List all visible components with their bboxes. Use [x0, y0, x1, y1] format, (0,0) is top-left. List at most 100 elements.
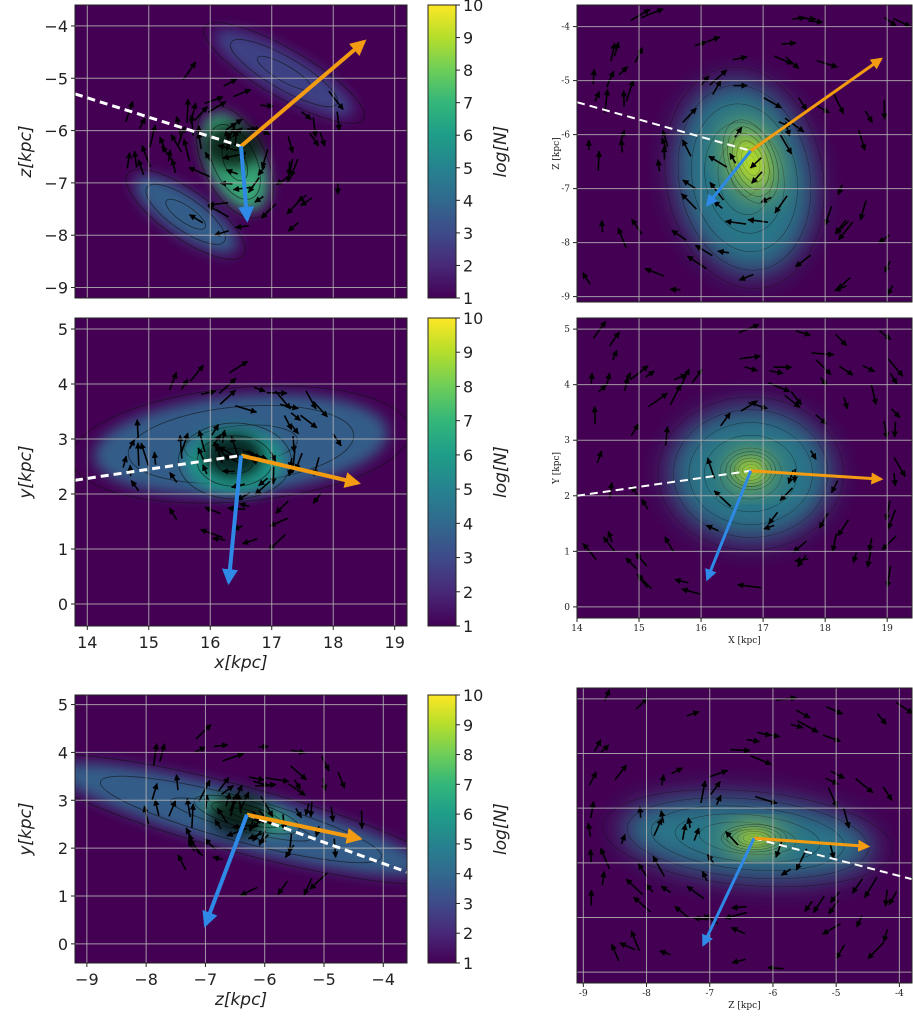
velocity-arrow [795, 330, 812, 337]
velocity-arrow [749, 157, 762, 169]
principal-axis-arrow-orange [749, 57, 883, 153]
velocity-arrow [887, 509, 897, 530]
velocity-arrow [218, 377, 237, 394]
velocity-arrow [641, 498, 649, 510]
velocity-arrow [821, 923, 841, 935]
velocity-arrow [738, 273, 754, 281]
trend-line [753, 837, 912, 881]
velocity-arrow [592, 320, 607, 339]
velocity-arrow [876, 713, 887, 725]
y-tick-label: 4 [58, 743, 68, 762]
velocity-arrow [153, 799, 160, 816]
velocity-arrow [309, 132, 320, 147]
y-tick-label: −9 [44, 279, 68, 298]
contour-line [229, 38, 339, 108]
density-region [214, 29, 355, 117]
velocity-arrow [290, 424, 299, 435]
velocity-arrow [734, 126, 743, 138]
velocity-arrow [213, 229, 229, 237]
contour-line [657, 396, 844, 551]
velocity-arrow [588, 372, 595, 384]
velocity-arrow [842, 396, 849, 410]
velocity-arrow [865, 550, 872, 568]
colorbar-tick-label: 2 [463, 924, 473, 943]
velocity-arrow [184, 98, 191, 123]
velocity-arrow [769, 369, 784, 376]
plot-frame [74, 317, 408, 627]
velocity-arrow [686, 817, 693, 828]
velocity-arrow [864, 110, 874, 123]
velocity-arrow [839, 365, 854, 376]
velocity-arrow [247, 177, 260, 194]
velocity-arrow [681, 823, 688, 840]
colorbar-tick-label: 3 [463, 224, 473, 243]
contour-line [725, 451, 776, 491]
trend-line [75, 92, 242, 148]
trend-line [577, 101, 751, 152]
velocity-arrow [637, 863, 648, 878]
velocity-arrow [763, 524, 775, 531]
x-axis-label: X [kpc] [728, 636, 761, 646]
x-tick-label: 18 [323, 633, 343, 652]
velocity-arrow [693, 827, 700, 841]
velocity-arrow [837, 184, 844, 196]
velocity-arrow [337, 771, 346, 789]
velocity-arrow [891, 472, 898, 487]
colorbar-label: log[N] [491, 126, 511, 178]
principal-axis-arrow-blue [202, 813, 249, 928]
velocity-arrow [168, 371, 178, 391]
velocity-arrow [287, 221, 299, 232]
velocity-arrow [132, 150, 139, 168]
velocity-arrow [635, 697, 649, 710]
velocity-arrow [630, 423, 640, 437]
velocity-arrow [625, 79, 635, 103]
velocity-arrow [729, 152, 737, 164]
contour-line [677, 85, 812, 271]
velocity-arrow [763, 96, 782, 109]
velocity-arrow [708, 155, 728, 168]
x-tick-label: -6 [769, 989, 778, 999]
velocity-arrow [830, 480, 839, 494]
velocity-arrow [888, 891, 898, 906]
velocity-arrow [619, 942, 636, 951]
velocity-arrow [137, 159, 145, 176]
x-tick-label: -4 [895, 989, 904, 999]
velocity-arrow [715, 794, 722, 806]
velocity-arrow [587, 848, 594, 863]
velocity-arrow [607, 530, 614, 543]
velocity-arrow [203, 794, 210, 810]
colorbar-tick-label: 9 [463, 716, 473, 735]
velocity-arrow [835, 944, 846, 960]
plot-area [75, 5, 407, 298]
velocity-arrow [596, 450, 603, 464]
velocity-arrow [746, 737, 761, 744]
velocity-arrow [858, 200, 867, 221]
velocity-arrow [681, 587, 701, 596]
y-axis-label: Y [kpc] [552, 452, 562, 485]
colorbar: 1 2 3 4 5 6 7 8 9 10 log[N] [427, 0, 511, 308]
plot-frame [74, 4, 408, 299]
x-axis-label: z[kpc] [214, 990, 267, 1010]
velocity-arrow [602, 536, 616, 553]
velocity-arrow [852, 552, 859, 564]
velocity-arrow [600, 870, 607, 886]
colorbar-label: log[N] [491, 803, 511, 855]
velocity-arrow [720, 412, 731, 427]
velocity-arrow [701, 870, 708, 882]
velocity-arrow [635, 552, 648, 567]
velocity-arrow [780, 868, 792, 876]
velocity-arrow [289, 765, 307, 781]
velocity-arrow [652, 855, 666, 877]
colorbar-tick-label: 10 [463, 309, 483, 328]
contour-line [165, 198, 206, 230]
velocity-arrow [198, 779, 211, 802]
velocity-arrow [234, 405, 258, 414]
x-tick-label: −8 [134, 970, 158, 989]
velocity-arrow [773, 55, 794, 65]
y-tick-label: 3 [58, 791, 68, 810]
velocity-arrow [265, 776, 290, 784]
y-tick-label: 0 [58, 595, 68, 614]
trend-line [246, 813, 407, 874]
velocity-arrow [669, 384, 682, 406]
